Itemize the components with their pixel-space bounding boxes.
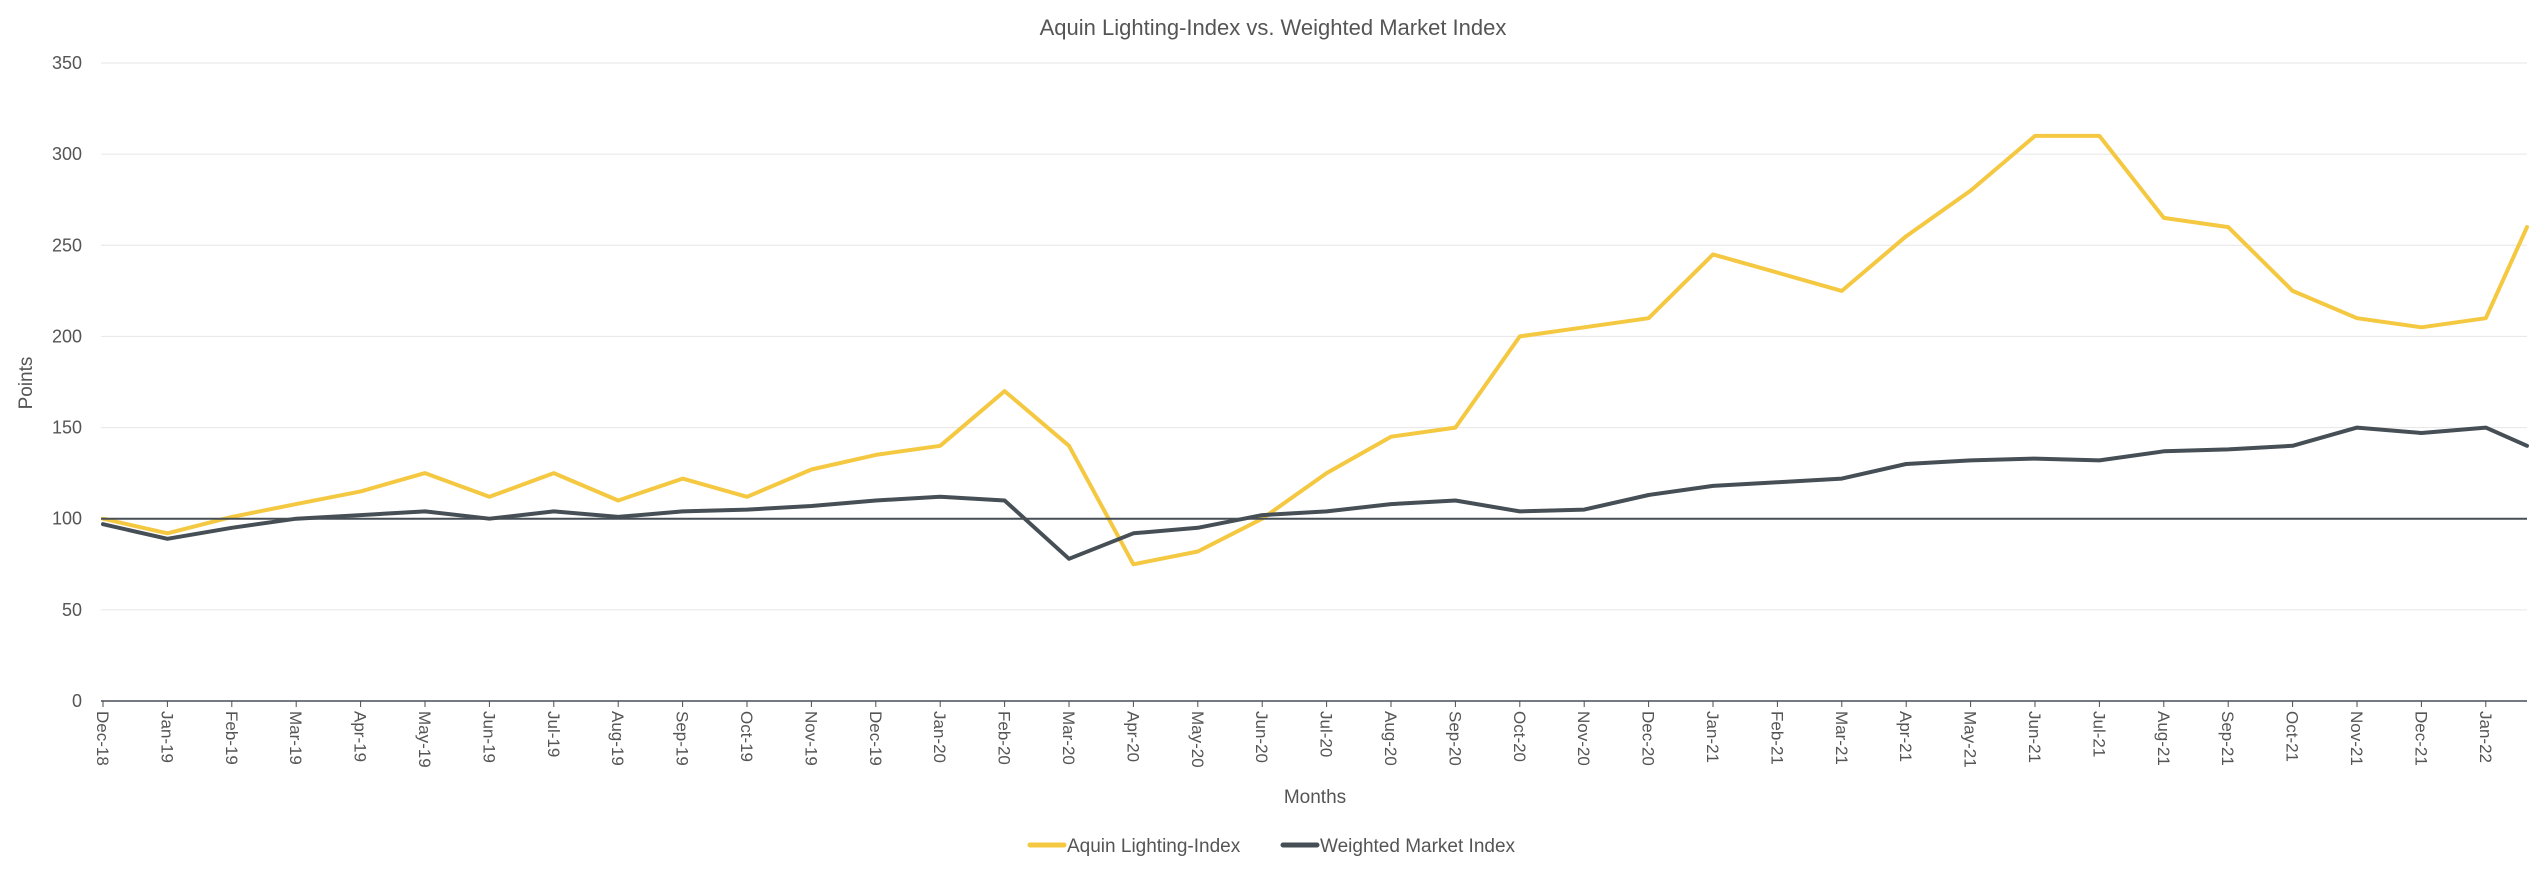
- x-tick-label: Jul-20: [1317, 711, 1336, 757]
- y-tick-label: 300: [52, 144, 82, 164]
- y-axis-label: Points: [16, 357, 37, 410]
- x-tick-label: Dec-21: [2411, 711, 2430, 766]
- y-tick-label: 250: [52, 235, 82, 255]
- x-tick-label: Dec-20: [1639, 711, 1658, 766]
- x-tick-label: Apr-19: [351, 711, 370, 762]
- legend-label-1: Aquin Lighting-Index: [1067, 836, 1241, 857]
- x-tick-label: Oct-20: [1510, 711, 1529, 762]
- y-tick-label: 350: [52, 53, 82, 73]
- x-tick-label: Jan-21: [1703, 711, 1722, 763]
- series-line-1: [101, 133, 2529, 567]
- x-tick-label: Jun-21: [2025, 711, 2044, 763]
- x-tick-label: Jan-19: [157, 711, 176, 763]
- chart-title: Aquin Lighting-Index vs. Weighted Market…: [1040, 15, 1507, 40]
- x-tick-label: May-19: [415, 711, 434, 768]
- x-tick-label: Dec-19: [866, 711, 885, 766]
- x-tick-label: Sep-21: [2218, 711, 2237, 766]
- y-tick-label: 200: [52, 326, 82, 346]
- x-tick-label: Feb-19: [222, 711, 241, 765]
- y-tick-label: 0: [72, 691, 82, 711]
- y-tick-label: 150: [52, 418, 82, 438]
- x-tick-label: Jul-21: [2089, 711, 2108, 757]
- x-tick-label: Jun-19: [479, 711, 498, 763]
- x-axis-ticks: Dec-18 Jan-19 Feb-19 Mar-19 Apr-19 May-19 Jun-…: [93, 701, 2495, 768]
- y-tick-label: 50: [62, 600, 82, 620]
- x-tick-label: Dec-18: [93, 711, 112, 766]
- x-tick-label: Nov-21: [2347, 711, 2366, 766]
- x-tick-label: Mar-20: [1059, 711, 1078, 765]
- x-tick-label: Jan-22: [2476, 711, 2495, 763]
- x-tick-label: Jan-20: [930, 711, 949, 763]
- y-axis-ticks: 0 50 100 150 200 250 300 350: [52, 53, 82, 711]
- x-tick-label: Sep-19: [673, 711, 692, 766]
- legend-label-2: Weighted Market Index: [1320, 836, 1516, 857]
- x-tick-label: Mar-21: [1832, 711, 1851, 765]
- x-tick-label: Feb-20: [995, 711, 1014, 765]
- x-tick-label: Nov-19: [801, 711, 820, 766]
- x-tick-label: May-21: [1961, 711, 1980, 768]
- x-tick-label: Sep-20: [1445, 711, 1464, 766]
- series-layer: [101, 133, 2529, 567]
- x-tick-label: Aug-19: [608, 711, 627, 766]
- x-tick-label: Feb-21: [1767, 711, 1786, 765]
- x-tick-label: Apr-20: [1123, 711, 1142, 762]
- x-tick-label: Jul-19: [544, 711, 563, 757]
- x-tick-label: May-20: [1188, 711, 1207, 768]
- legend: Aquin Lighting-Index Weighted Market Inde…: [1027, 836, 1516, 857]
- y-tick-label: 100: [52, 509, 82, 529]
- x-tick-label: Nov-20: [1574, 711, 1593, 766]
- x-tick-label: Mar-19: [286, 711, 305, 765]
- x-tick-label: Aug-21: [2154, 711, 2173, 766]
- x-tick-label: Apr-21: [1896, 711, 1915, 762]
- x-axis-label: Months: [1284, 787, 1346, 808]
- series-line-2: [101, 425, 2529, 561]
- x-tick-label: Jun-20: [1252, 711, 1271, 763]
- x-tick-label: Aug-20: [1381, 711, 1400, 766]
- grid-layer: [101, 62, 2527, 611]
- x-tick-label: Oct-21: [2283, 711, 2302, 762]
- x-tick-label: Oct-19: [737, 711, 756, 762]
